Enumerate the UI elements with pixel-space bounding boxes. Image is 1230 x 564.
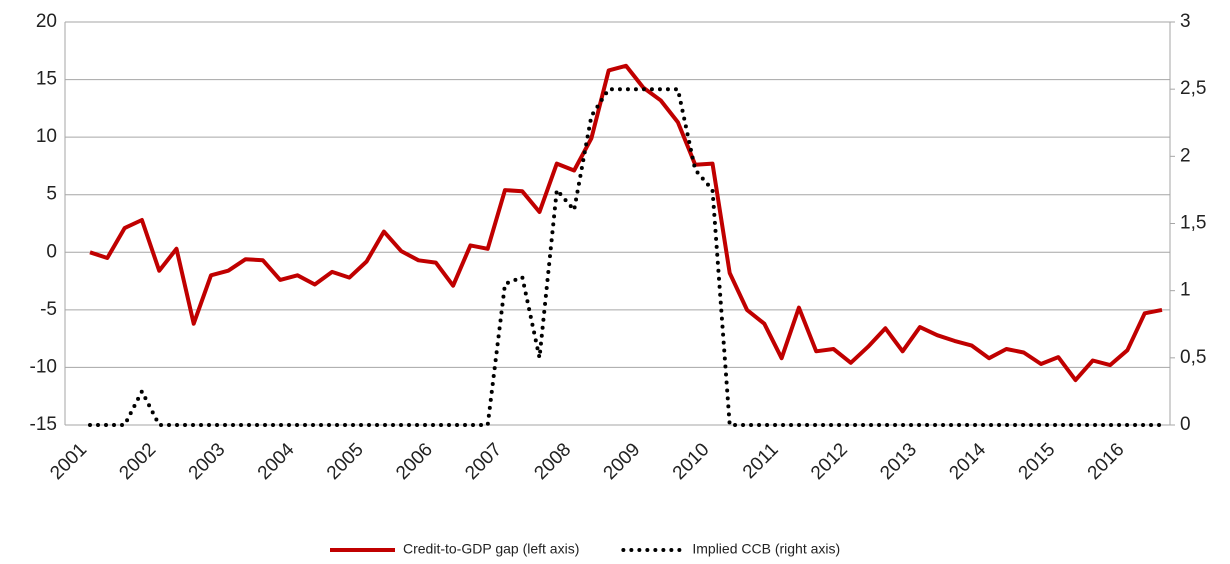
x-tick-label: 2004 xyxy=(254,439,299,484)
y-tick-label: 0 xyxy=(46,241,57,262)
y-tick-label: -5 xyxy=(40,299,57,320)
legend-label: Implied CCB (right axis) xyxy=(692,541,840,557)
legend-label: Credit-to-GDP gap (left axis) xyxy=(403,541,579,557)
x-tick-label: 2005 xyxy=(323,439,368,484)
y2-tick-label: 1 xyxy=(1180,280,1191,301)
x-tick-label: 2012 xyxy=(807,439,852,484)
x-tick-label: 2010 xyxy=(669,439,714,484)
legend: Credit-to-GDP gap (left axis) Implied CCB… xyxy=(330,541,840,557)
y2-tick-label: 0 xyxy=(1180,414,1191,435)
x-tick-label: 2003 xyxy=(185,439,230,484)
x-tick-label: 2016 xyxy=(1084,439,1129,484)
x-tick-label: 2014 xyxy=(945,439,990,484)
series-line xyxy=(88,87,1164,427)
y2-tick-label: 2 xyxy=(1180,145,1191,166)
x-tick-label: 2001 xyxy=(46,439,91,484)
x-tick-label: 2006 xyxy=(392,439,437,484)
x-tick-label: 2015 xyxy=(1015,439,1060,484)
series-line xyxy=(89,63,1163,383)
y-tick-label: -10 xyxy=(30,356,57,377)
y2-tick-label: 3 xyxy=(1180,11,1191,32)
x-tick-label: 2011 xyxy=(739,439,783,483)
y-tick-label: 10 xyxy=(36,126,57,147)
y2-tick-label: 2,5 xyxy=(1180,78,1206,99)
y-tick-label: 5 xyxy=(46,184,57,205)
y2-tick-label: 0,5 xyxy=(1180,347,1206,368)
x-tick-label: 2013 xyxy=(876,439,921,484)
y-tick-label: -15 xyxy=(30,414,57,435)
y2-tick-label: 1,5 xyxy=(1180,213,1206,234)
x-tick-label: 2009 xyxy=(600,439,645,484)
x-tick-label: 2007 xyxy=(461,439,506,484)
y-tick-label: 20 xyxy=(36,11,57,32)
x-tick-label: 2002 xyxy=(115,439,160,484)
x-tick-label: 2008 xyxy=(530,439,575,484)
y-tick-label: 15 xyxy=(36,69,57,90)
